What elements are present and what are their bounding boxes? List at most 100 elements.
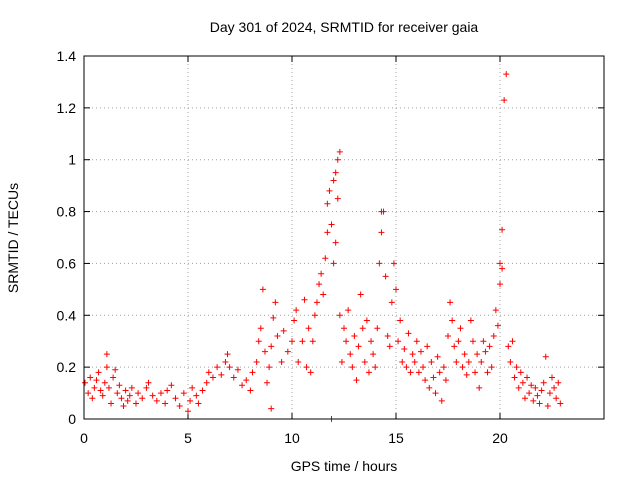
- data-point: [101, 379, 108, 386]
- data-point: [347, 351, 354, 358]
- data-point: [320, 291, 327, 298]
- data-point: [513, 364, 520, 371]
- data-point: [110, 374, 117, 381]
- data-point: [363, 317, 370, 324]
- data-point: [397, 317, 404, 324]
- data-point: [326, 187, 333, 194]
- data-point: [120, 403, 127, 410]
- data-point: [185, 408, 191, 415]
- data-point: [85, 390, 92, 397]
- data-point: [226, 364, 233, 371]
- data-point: [407, 369, 414, 376]
- data-point: [291, 317, 298, 324]
- data-point: [153, 397, 160, 404]
- y-tick-label: 1.2: [57, 100, 77, 116]
- data-point: [305, 325, 312, 332]
- data-point: [330, 260, 337, 267]
- data-point: [368, 338, 375, 345]
- y-axis: 0 0.2 0.4 0.6 0.8 1 1.2 1.4: [57, 48, 604, 427]
- data-point: [311, 312, 318, 319]
- data-point: [93, 377, 100, 384]
- data-point: [546, 390, 553, 397]
- data-point: [538, 387, 545, 394]
- x-tick-label: 20: [492, 430, 508, 446]
- data-point: [453, 358, 460, 365]
- data-point: [187, 397, 194, 404]
- data-point: [482, 348, 489, 355]
- y-tick-label: 0.8: [57, 204, 77, 220]
- data-point: [332, 239, 339, 246]
- data-point: [467, 317, 474, 324]
- data-point: [274, 333, 281, 340]
- data-point: [103, 364, 110, 371]
- data-points: [82, 71, 564, 422]
- data-point: [82, 379, 89, 386]
- data-point: [544, 403, 551, 410]
- data-point: [399, 358, 406, 365]
- data-point: [465, 358, 472, 365]
- data-point: [336, 312, 343, 319]
- data-point: [266, 364, 273, 371]
- data-point: [284, 348, 291, 355]
- data-point: [264, 379, 271, 386]
- data-point: [488, 364, 495, 371]
- data-point: [517, 369, 524, 376]
- data-point: [247, 387, 254, 394]
- data-point: [388, 299, 395, 306]
- data-point: [472, 369, 479, 376]
- data-point: [334, 195, 341, 202]
- data-point: [380, 208, 387, 215]
- data-point: [413, 338, 420, 345]
- data-point: [334, 156, 341, 163]
- data-point: [457, 325, 464, 332]
- data-point: [278, 358, 285, 365]
- data-point: [222, 358, 229, 365]
- data-point: [205, 369, 212, 376]
- data-point: [343, 338, 350, 345]
- data-point: [555, 379, 562, 386]
- data-point: [461, 351, 468, 358]
- data-point: [357, 291, 364, 298]
- data-point: [330, 177, 337, 184]
- data-point: [243, 377, 250, 384]
- data-point: [532, 384, 539, 391]
- data-point: [164, 387, 171, 394]
- data-point: [280, 327, 287, 334]
- data-point: [553, 395, 560, 402]
- data-point: [511, 374, 518, 381]
- data-point: [476, 384, 483, 391]
- chart-title: Day 301 of 2024, SRMTID for receiver gai…: [210, 19, 479, 35]
- data-point: [261, 348, 268, 355]
- data-point: [426, 384, 433, 391]
- data-point: [324, 200, 331, 207]
- data-point: [176, 403, 183, 410]
- data-point: [449, 317, 456, 324]
- data-point: [301, 296, 308, 303]
- data-point: [180, 390, 187, 397]
- data-point: [505, 343, 512, 350]
- data-point: [324, 229, 331, 236]
- data-point: [393, 286, 399, 293]
- data-point: [551, 384, 558, 391]
- data-point: [299, 338, 306, 345]
- data-point: [378, 229, 385, 236]
- data-point: [118, 395, 125, 402]
- data-point: [509, 338, 516, 345]
- data-point: [149, 392, 156, 399]
- data-point: [480, 338, 487, 345]
- data-point: [336, 148, 343, 155]
- data-point: [434, 353, 441, 360]
- data-point: [230, 374, 237, 381]
- data-point: [249, 369, 256, 376]
- data-point: [145, 379, 152, 386]
- data-point: [349, 364, 356, 371]
- data-point: [293, 307, 300, 314]
- data-point: [255, 338, 262, 345]
- data-point: [469, 338, 476, 345]
- data-point: [519, 379, 526, 386]
- data-point: [528, 382, 535, 389]
- data-point: [224, 351, 231, 358]
- data-point: [112, 366, 119, 373]
- data-point: [501, 97, 508, 104]
